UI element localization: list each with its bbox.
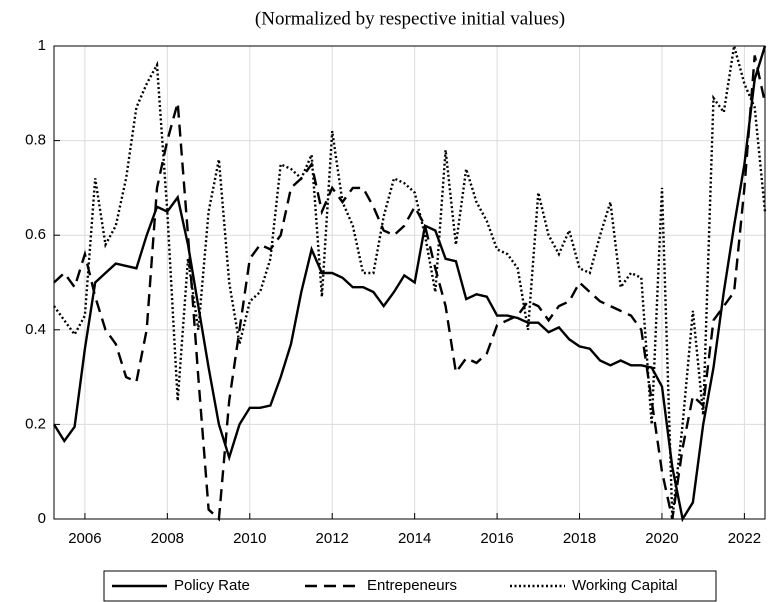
y-tick-label: 1 [38,37,46,54]
legend-box [103,570,717,602]
y-tick-label: 0.2 [25,415,46,432]
x-tick-label: 2006 [68,530,101,547]
x-tick-label: 2020 [645,530,678,547]
x-tick-label: 2008 [151,530,184,547]
chart-title: (Normalized by respective initial values… [255,8,565,29]
y-tick-label: 0 [38,510,46,527]
x-tick-label: 2018 [563,530,596,547]
series-line [53,55,767,522]
series-line [53,45,767,520]
x-tick-label: 2010 [233,530,266,547]
y-tick-label: 0.4 [25,321,46,338]
legend-label: Policy Rate [174,577,250,594]
y-tick-label: 0.8 [25,132,46,149]
x-tick-label: 2022 [728,530,761,547]
legend-label: Entrepeneurs [367,577,457,594]
x-tick-label: 2012 [316,530,349,547]
y-tick-label: 0.6 [25,226,46,243]
x-tick-label: 2016 [480,530,513,547]
legend-label: Working Capital [572,577,678,594]
x-tick-label: 2014 [398,530,431,547]
